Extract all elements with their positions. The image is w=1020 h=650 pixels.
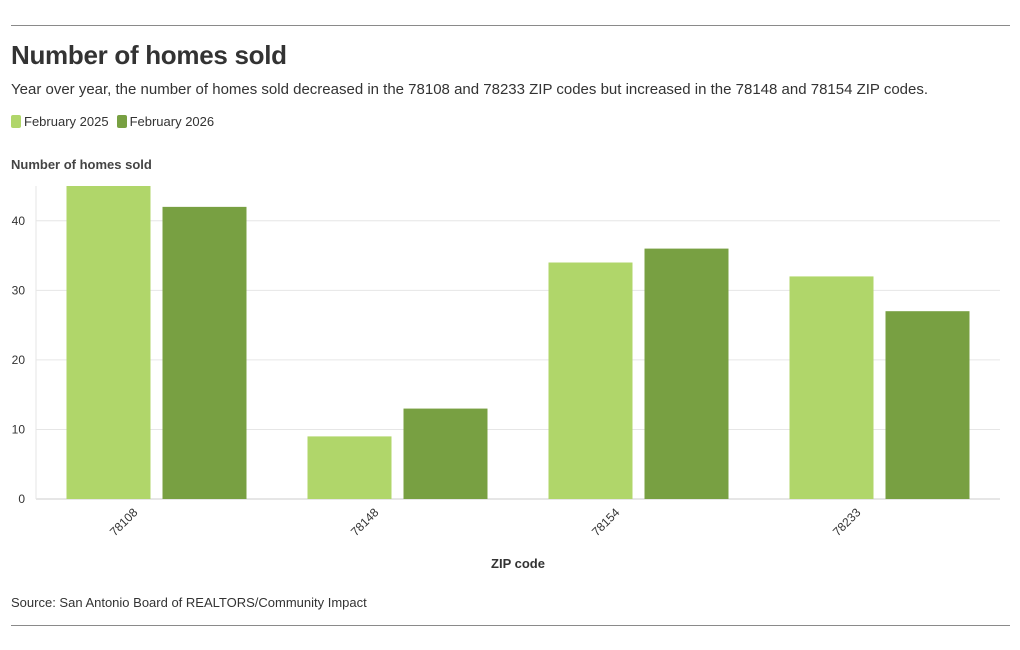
source-note: Source: San Antonio Board of REALTORS/Co…: [11, 595, 367, 610]
y-tick-label-40: 40: [12, 214, 26, 228]
y-tick-label-0: 0: [18, 492, 25, 506]
bar-78148-2025: [307, 436, 392, 499]
legend-item-2025[interactable]: February 2025: [11, 114, 109, 129]
x-tick-label-78233: 78233: [830, 505, 864, 539]
bar-78233-2026: [885, 311, 970, 499]
bar-78233-2025: [789, 276, 874, 499]
chart-title: Number of homes sold: [11, 40, 287, 70]
bar-chart: 0 10 20 30 40 78108 78148 78154 78233 ZIP code: [12, 186, 1000, 571]
x-axis-title: ZIP code: [491, 556, 545, 571]
legend-label-2025: February 2025: [24, 114, 109, 129]
y-tick-label-30: 30: [12, 283, 26, 297]
x-tick-label-78154: 78154: [589, 505, 623, 539]
y-axis-title: Number of homes sold: [11, 157, 152, 172]
top-rule: [11, 25, 1010, 26]
y-tick-label-20: 20: [12, 353, 26, 367]
legend: February 2025 February 2026: [11, 114, 222, 129]
bar-78148-2026: [403, 408, 488, 499]
legend-label-2026: February 2026: [129, 114, 215, 129]
x-tick-label-78108: 78108: [107, 505, 141, 539]
x-tick-label-78148: 78148: [348, 505, 382, 539]
bar-78154-2025: [548, 262, 633, 499]
bar-78154-2026: [644, 248, 729, 499]
legend-swatch-2025: [11, 115, 21, 128]
legend-swatch-2026: [116, 115, 127, 128]
y-tick-label-10: 10: [12, 422, 26, 436]
legend-item-2026[interactable]: February 2026: [116, 114, 215, 129]
chart-subtitle: Year over year, the number of homes sold…: [11, 81, 929, 98]
bar-78108-2026: [162, 206, 247, 499]
bottom-rule: [11, 625, 1010, 626]
bar-78108-2025: [66, 186, 151, 499]
